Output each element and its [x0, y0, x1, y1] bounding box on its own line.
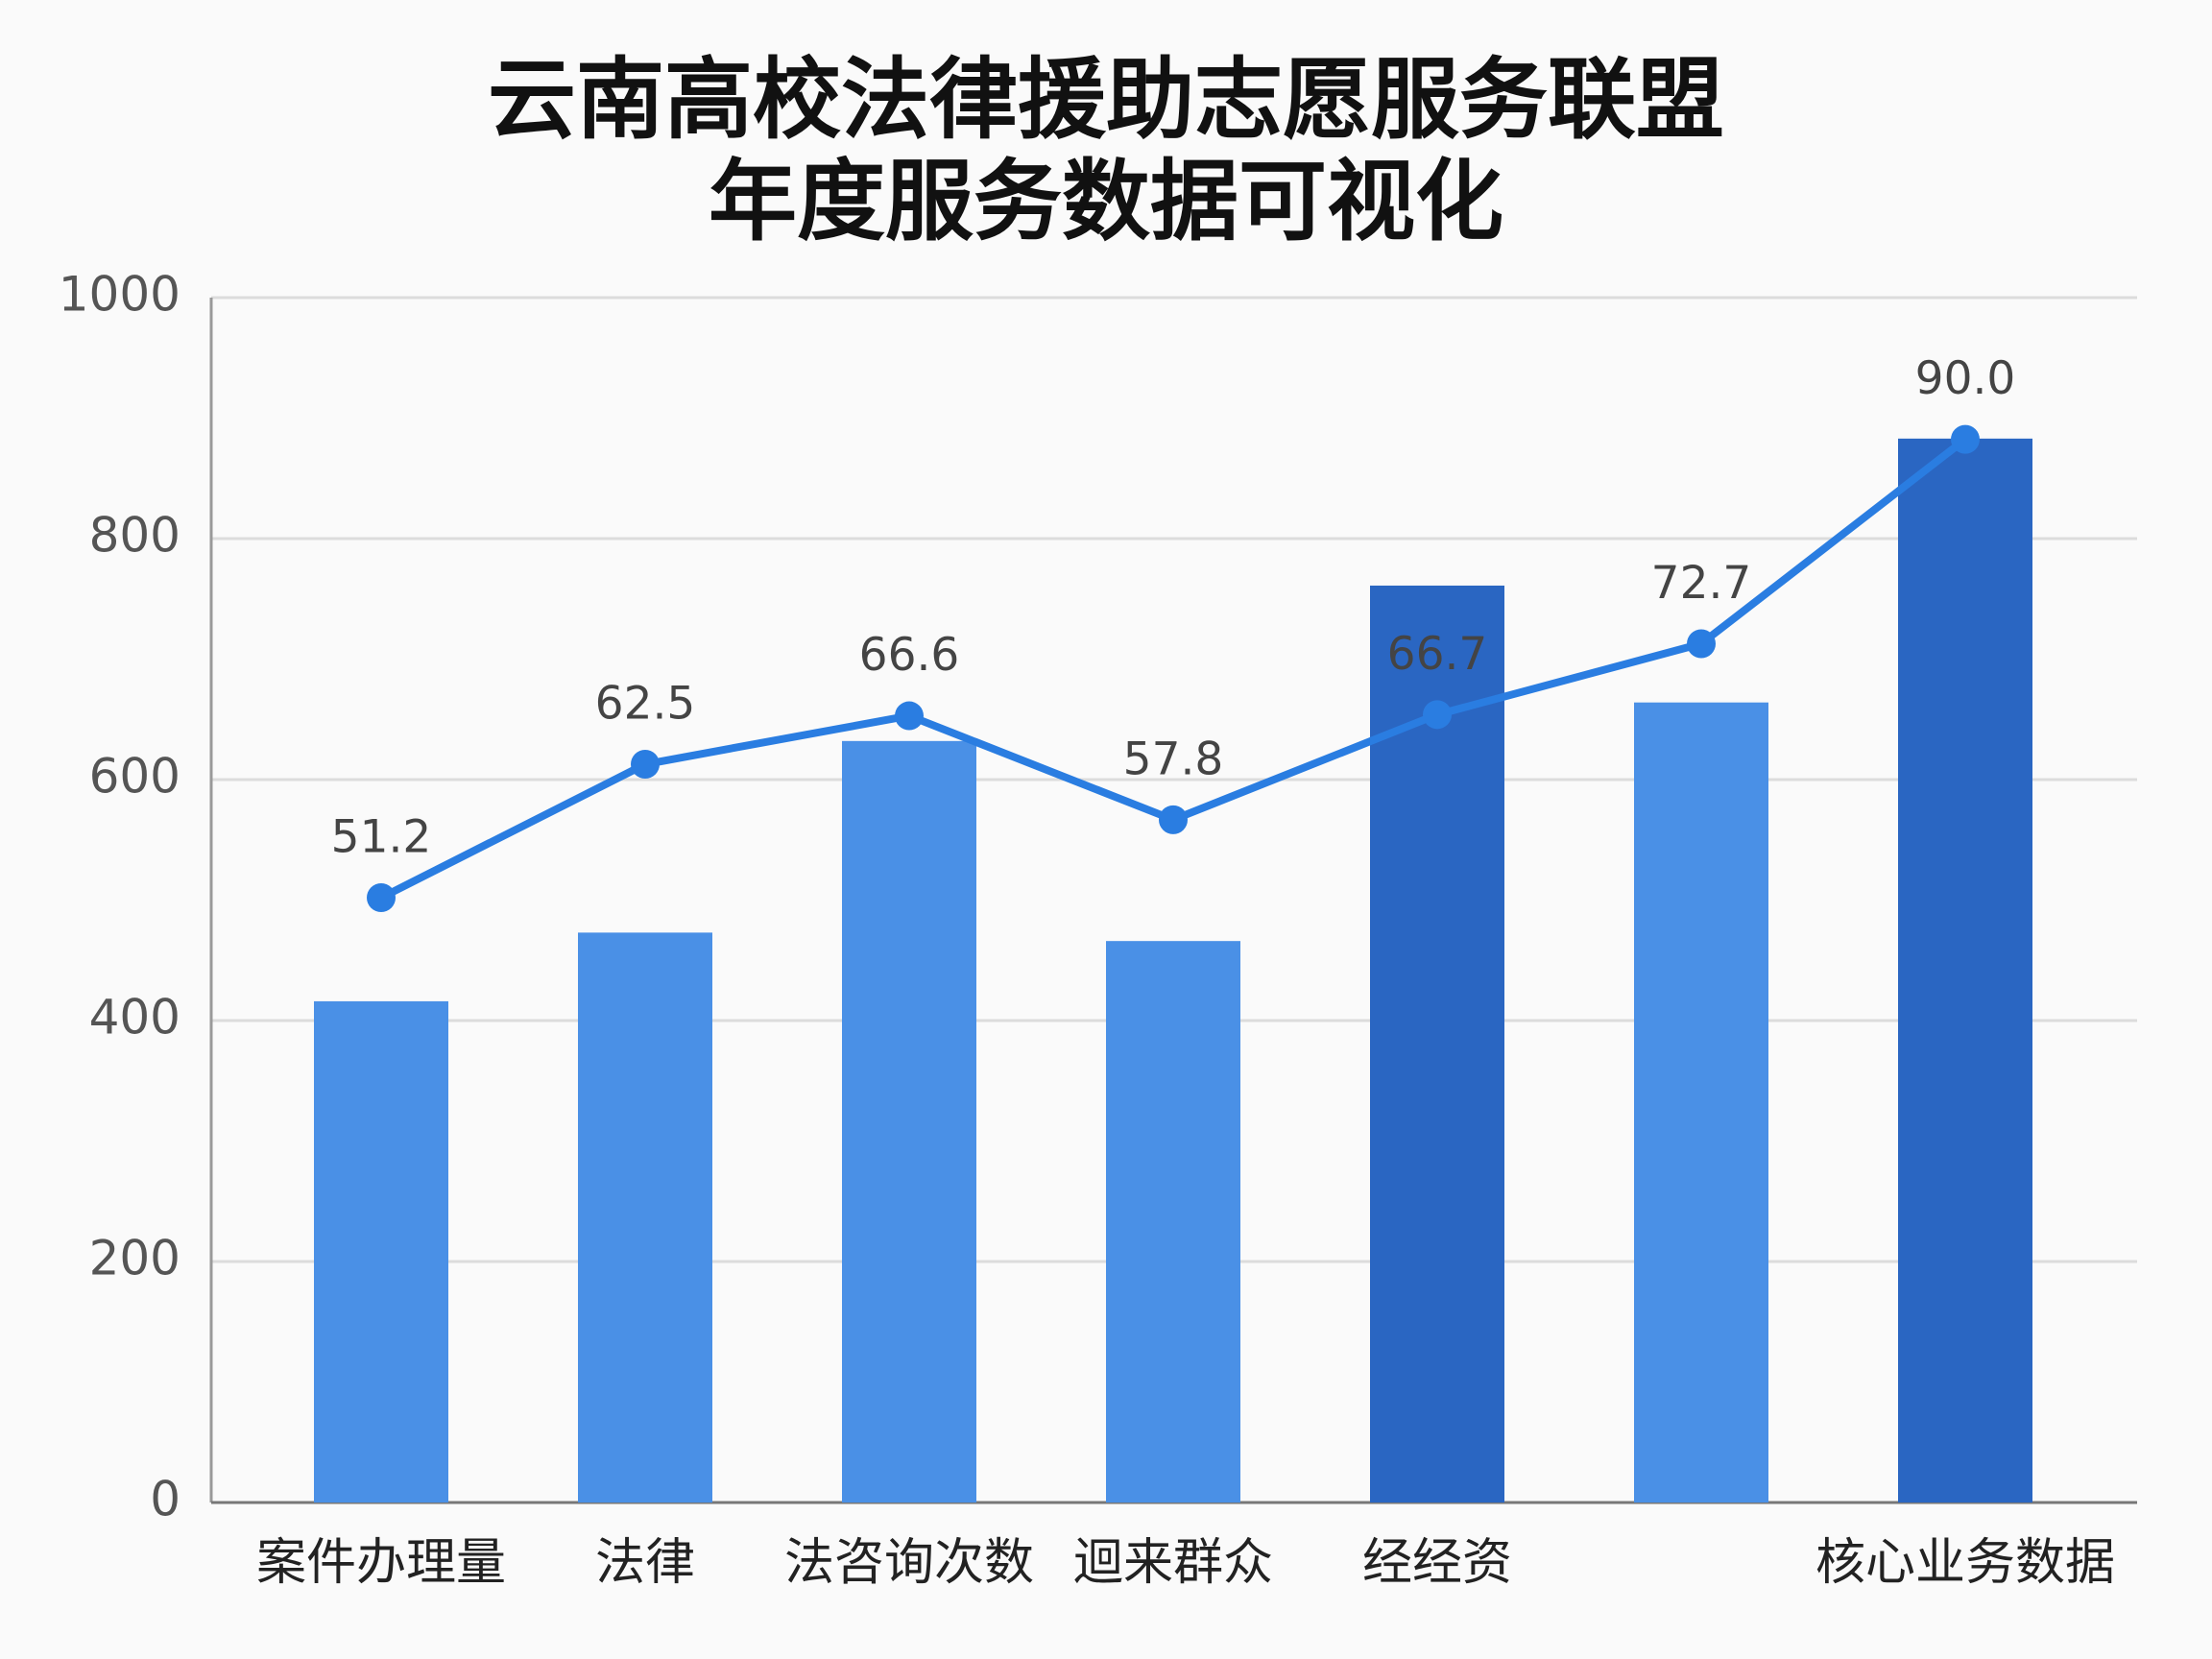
bar	[314, 1000, 448, 1503]
y-tick-label: 0	[150, 1472, 180, 1527]
data-label: 57.8	[1123, 733, 1224, 785]
data-label: 51.2	[331, 811, 432, 864]
y-tick-label: 800	[89, 508, 180, 564]
data-label: 90.0	[1915, 352, 2016, 405]
line-marker	[895, 701, 924, 731]
line-marker	[1423, 700, 1452, 730]
y-tick-label: 600	[89, 749, 180, 805]
data-label: 62.5	[595, 678, 696, 731]
x-tick-label: 法律	[595, 1534, 695, 1592]
bar	[578, 932, 712, 1503]
line-marker	[367, 883, 396, 913]
x-tick-label: 经经资	[1362, 1534, 1512, 1592]
y-tick-label: 1000	[59, 267, 180, 323]
x-tick-label: 法咨询次数	[784, 1534, 1034, 1592]
line-marker	[1159, 805, 1188, 834]
chart-title: 云南高校法律援助志愿服务联盟	[488, 48, 1724, 151]
bar	[1370, 585, 1504, 1503]
y-tick-label: 400	[89, 990, 180, 1046]
chart-title: 年度服务数据可视化	[709, 150, 1503, 252]
y-tick-label: 200	[89, 1231, 180, 1286]
x-tick-label: 核心业务数据	[1815, 1534, 2115, 1592]
bar	[1106, 941, 1240, 1503]
x-tick-label: 迴来群众	[1073, 1534, 1273, 1592]
bar	[842, 740, 976, 1503]
data-label: 72.7	[1651, 557, 1752, 610]
x-tick-label: 案件办理量	[256, 1534, 506, 1592]
bar	[1634, 702, 1768, 1503]
bar	[1898, 438, 2032, 1503]
line-marker	[1951, 424, 1980, 454]
line-marker	[631, 750, 660, 780]
data-label: 66.7	[1387, 628, 1488, 681]
line-marker	[1687, 629, 1716, 659]
data-label: 66.6	[859, 629, 960, 682]
